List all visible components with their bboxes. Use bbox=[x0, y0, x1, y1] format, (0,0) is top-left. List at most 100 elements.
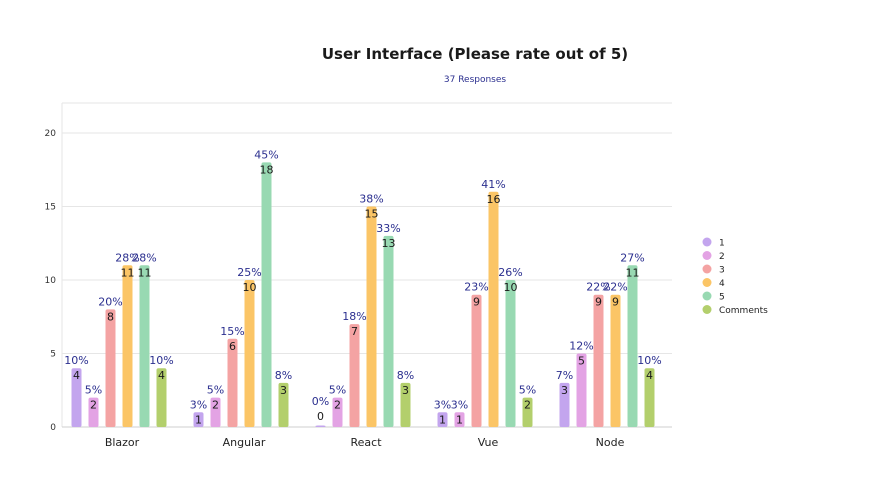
bar-value-label: 3 bbox=[402, 384, 409, 397]
bar bbox=[454, 412, 465, 427]
legend-swatch bbox=[702, 251, 712, 260]
bar-percent-label: 22% bbox=[586, 281, 610, 294]
legend-swatch bbox=[702, 264, 712, 274]
legend-label: 3 bbox=[719, 266, 725, 276]
bar-percent-label: 41% bbox=[481, 178, 505, 191]
bar bbox=[576, 353, 587, 427]
bar-value-label: 6 bbox=[229, 340, 236, 353]
bar-value-label: 13 bbox=[382, 237, 396, 250]
legend-swatch bbox=[702, 291, 712, 301]
bar bbox=[366, 206, 377, 427]
bar-value-label: 8 bbox=[107, 310, 114, 323]
bar-percent-label: 18% bbox=[342, 310, 366, 323]
chart-title: User Interface (Please rate out of 5) bbox=[321, 45, 629, 63]
bar-percent-label: 3% bbox=[451, 398, 468, 411]
legend-label: 1 bbox=[719, 239, 725, 249]
bar-percent-label: 7% bbox=[556, 369, 573, 382]
bar-value-label: 18 bbox=[260, 163, 274, 176]
x-tick-label: Blazor bbox=[105, 436, 140, 449]
bar-percent-label: 10% bbox=[149, 354, 173, 367]
bar-percent-label: 5% bbox=[519, 384, 536, 397]
bar bbox=[488, 191, 499, 427]
bar-value-label: 2 bbox=[90, 399, 97, 412]
bar-value-label: 2 bbox=[212, 399, 219, 412]
bar bbox=[610, 294, 621, 427]
bar-percent-label: 20% bbox=[98, 295, 122, 308]
y-tick-label: 20 bbox=[45, 129, 57, 139]
bar-percent-label: 38% bbox=[359, 193, 383, 206]
legend-label: 4 bbox=[719, 279, 725, 289]
bar bbox=[593, 294, 604, 427]
bar bbox=[332, 397, 343, 427]
bar bbox=[244, 280, 255, 427]
bar bbox=[278, 382, 289, 427]
bar bbox=[193, 412, 204, 427]
bar-value-label: 1 bbox=[195, 413, 202, 426]
y-tick-label: 15 bbox=[45, 203, 56, 213]
legend-swatch bbox=[702, 237, 712, 247]
bar bbox=[383, 235, 394, 427]
bar-value-label: 11 bbox=[121, 266, 135, 279]
bar bbox=[156, 368, 167, 427]
bar-value-label: 2 bbox=[334, 399, 341, 412]
x-tick-label: React bbox=[350, 436, 382, 449]
bar-value-label: 2 bbox=[524, 399, 531, 412]
bar bbox=[437, 412, 448, 427]
bar-percent-label: 25% bbox=[237, 266, 261, 279]
bar-value-label: 15 bbox=[365, 208, 379, 221]
bar-value-label: 9 bbox=[595, 296, 602, 309]
legend-label: 2 bbox=[719, 252, 725, 262]
bar-percent-label: 22% bbox=[603, 281, 627, 294]
x-tick-label: Angular bbox=[223, 436, 266, 449]
bar bbox=[261, 162, 272, 427]
bar-value-label: 3 bbox=[561, 384, 568, 397]
legend-label: Comments bbox=[719, 306, 768, 316]
bar-percent-label: 8% bbox=[275, 369, 292, 382]
bar-value-label: 0 bbox=[317, 410, 324, 423]
bar-value-label: 9 bbox=[612, 296, 619, 309]
bar-value-label: 7 bbox=[351, 325, 358, 338]
bar-percent-label: 26% bbox=[498, 266, 522, 279]
x-tick-label: Node bbox=[596, 436, 625, 449]
bar-percent-label: 5% bbox=[207, 384, 224, 397]
bar-percent-label: 45% bbox=[254, 148, 278, 161]
bar bbox=[349, 324, 360, 427]
bar-value-label: 11 bbox=[138, 266, 152, 279]
bar bbox=[505, 280, 516, 427]
bar-percent-label: 3% bbox=[434, 398, 451, 411]
bar bbox=[471, 294, 482, 427]
legend-swatch bbox=[702, 278, 712, 287]
bar-percent-label: 15% bbox=[220, 325, 244, 338]
bar-value-label: 11 bbox=[626, 266, 640, 279]
bar-percent-label: 27% bbox=[620, 251, 644, 264]
bar bbox=[139, 265, 150, 427]
y-tick-label: 0 bbox=[50, 423, 56, 433]
bar bbox=[400, 382, 411, 427]
x-tick-label: Vue bbox=[478, 436, 499, 449]
bar bbox=[122, 265, 133, 427]
legend-label: 5 bbox=[719, 293, 725, 303]
bar-percent-label: 12% bbox=[569, 340, 593, 353]
bar-value-label: 3 bbox=[280, 384, 287, 397]
bar-percent-label: 3% bbox=[190, 398, 207, 411]
bar-value-label: 4 bbox=[158, 369, 165, 382]
bar-percent-label: 28% bbox=[115, 251, 139, 264]
bar-percent-label: 8% bbox=[397, 369, 414, 382]
bar-percent-label: 0% bbox=[312, 395, 329, 408]
bar-percent-label: 5% bbox=[329, 384, 346, 397]
bar-percent-label: 28% bbox=[132, 251, 156, 264]
bar-percent-label: 10% bbox=[637, 354, 661, 367]
bar-value-label: 5 bbox=[578, 355, 585, 368]
bar bbox=[227, 338, 238, 427]
bar-value-label: 4 bbox=[73, 369, 80, 382]
legend-swatch bbox=[702, 305, 712, 314]
bar-value-label: 10 bbox=[504, 281, 518, 294]
bar bbox=[210, 397, 221, 427]
bar-value-label: 1 bbox=[456, 413, 463, 426]
bar bbox=[522, 397, 533, 427]
chart-subtitle: 37 Responses bbox=[443, 75, 507, 85]
bar bbox=[71, 368, 82, 427]
bar bbox=[88, 397, 99, 427]
bar-value-label: 4 bbox=[646, 369, 653, 382]
